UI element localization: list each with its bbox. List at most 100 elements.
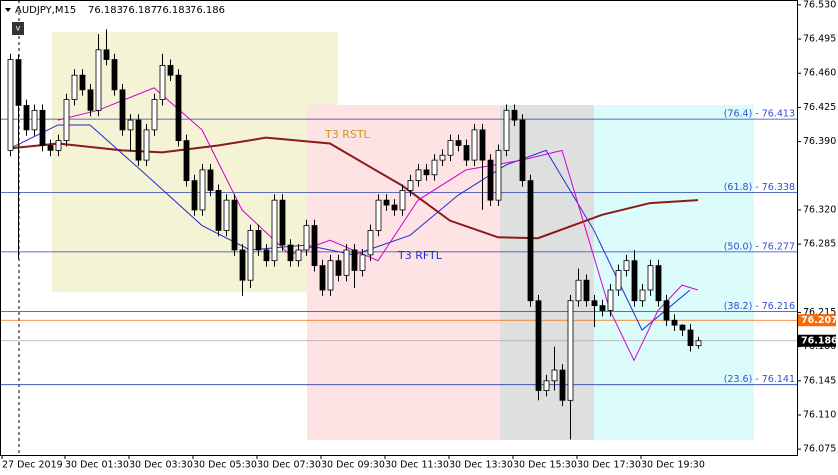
candle-body <box>423 169 430 176</box>
candle-body <box>575 279 582 302</box>
candle-body <box>287 244 294 262</box>
candle-body <box>191 180 198 211</box>
candle-body <box>303 225 310 251</box>
candle-body <box>639 289 646 302</box>
candle-body <box>39 109 46 146</box>
candle-body <box>135 119 142 161</box>
fib-label: (50.0) - 76.277 <box>724 241 795 252</box>
y-tick-label: 76.145 <box>803 375 836 386</box>
candle-body <box>631 260 638 302</box>
candle-body <box>23 105 30 131</box>
x-tick-label: 30 Dec 03:30 <box>129 460 193 471</box>
candle-body <box>343 249 350 276</box>
candle-body <box>223 199 230 231</box>
fib-label: (23.6) - 76.141 <box>724 374 795 385</box>
candle-body <box>455 140 462 146</box>
candle-body <box>239 249 246 281</box>
candle-body <box>695 340 702 347</box>
candle-body <box>295 249 302 262</box>
candle-body <box>247 230 254 281</box>
candle-body <box>567 300 574 401</box>
button-box[interactable] <box>12 22 24 35</box>
candle-body <box>583 279 590 302</box>
candle-body <box>47 145 54 151</box>
rftl-label: T3 RFTL <box>397 249 443 262</box>
candle-body <box>263 249 270 262</box>
candle-body <box>623 260 630 271</box>
button-label[interactable]: v <box>16 24 21 33</box>
candle-body <box>151 99 158 131</box>
candle-body <box>231 199 238 251</box>
y-tick-label: 76.425 <box>803 102 836 113</box>
ohlc-close: 76.186 <box>190 5 225 16</box>
candle-body <box>535 300 542 391</box>
y-tick-label: 76.460 <box>803 68 836 79</box>
candle-body <box>391 204 398 211</box>
x-tick-label: 30 Dec 13:30 <box>449 460 513 471</box>
candle-body <box>87 89 94 111</box>
candle-body <box>495 149 502 201</box>
candle-body <box>671 319 678 326</box>
candle-body <box>687 329 694 347</box>
candle-body <box>103 49 110 60</box>
y-tick-label: 76.320 <box>803 204 836 215</box>
y-tick-label: 76.495 <box>803 34 836 45</box>
candle-body <box>175 74 182 142</box>
x-tick-label: 30 Dec 07:30 <box>257 460 321 471</box>
fib-label: (76.4) - 76.413 <box>724 109 795 120</box>
candle-body <box>79 74 86 91</box>
candle-body <box>15 59 22 106</box>
indicator-line <box>9 136 699 240</box>
candle-body <box>71 74 78 100</box>
candle-body <box>679 324 686 331</box>
ohlc-high: 76.187 <box>122 5 157 16</box>
candle-body <box>327 260 334 291</box>
candle-body <box>7 59 14 151</box>
x-tick-label: 30 Dec 01:30 <box>65 460 129 471</box>
menu-arrow[interactable] <box>5 8 11 12</box>
candle-body <box>543 380 550 391</box>
candle-body <box>511 109 518 121</box>
candle-body <box>591 300 598 307</box>
price-label: 76.186 <box>801 335 838 346</box>
candle-body <box>279 199 286 246</box>
symbol: AUDJPY,M15 <box>15 5 76 16</box>
x-tick-label: 30 Dec 05:30 <box>193 460 257 471</box>
candle-body <box>463 145 470 161</box>
candle-body <box>655 265 662 302</box>
fib-label: (61.8) - 76.338 <box>724 182 795 193</box>
candle-body <box>199 169 206 211</box>
candle-body <box>663 300 670 321</box>
candle-body <box>207 169 214 191</box>
candle-body <box>311 225 318 266</box>
candle-body <box>63 99 70 142</box>
ohlc-open: 76.183 <box>88 5 123 16</box>
candle-body <box>407 180 414 191</box>
candle-body <box>359 254 366 271</box>
candle-body <box>183 140 190 182</box>
candle-body <box>367 230 374 256</box>
candle-body <box>647 265 654 291</box>
candle-body <box>383 199 390 206</box>
fib-label: (38.2) - 76.216 <box>724 301 795 312</box>
candle-body <box>319 265 326 291</box>
y-tick-label: 76.530 <box>803 0 836 10</box>
y-tick-label: 76.390 <box>803 136 836 147</box>
candle-body <box>375 199 382 231</box>
candle-body <box>351 249 358 271</box>
candle-body <box>503 109 510 151</box>
price-box <box>798 334 836 347</box>
ohlc-low: 76.183 <box>156 5 191 16</box>
candle-body <box>335 260 342 276</box>
indicator-line <box>57 87 699 362</box>
x-tick-label: 30 Dec 09:30 <box>321 460 385 471</box>
candle-body <box>127 119 134 131</box>
candle-body <box>615 270 622 291</box>
candle-body <box>599 305 606 311</box>
candle-body <box>167 65 174 76</box>
candle-body <box>255 230 262 251</box>
y-tick-label: 76.215 <box>803 307 836 318</box>
candle-body <box>55 140 62 151</box>
rstl-label: T3 RSTL <box>324 128 371 141</box>
